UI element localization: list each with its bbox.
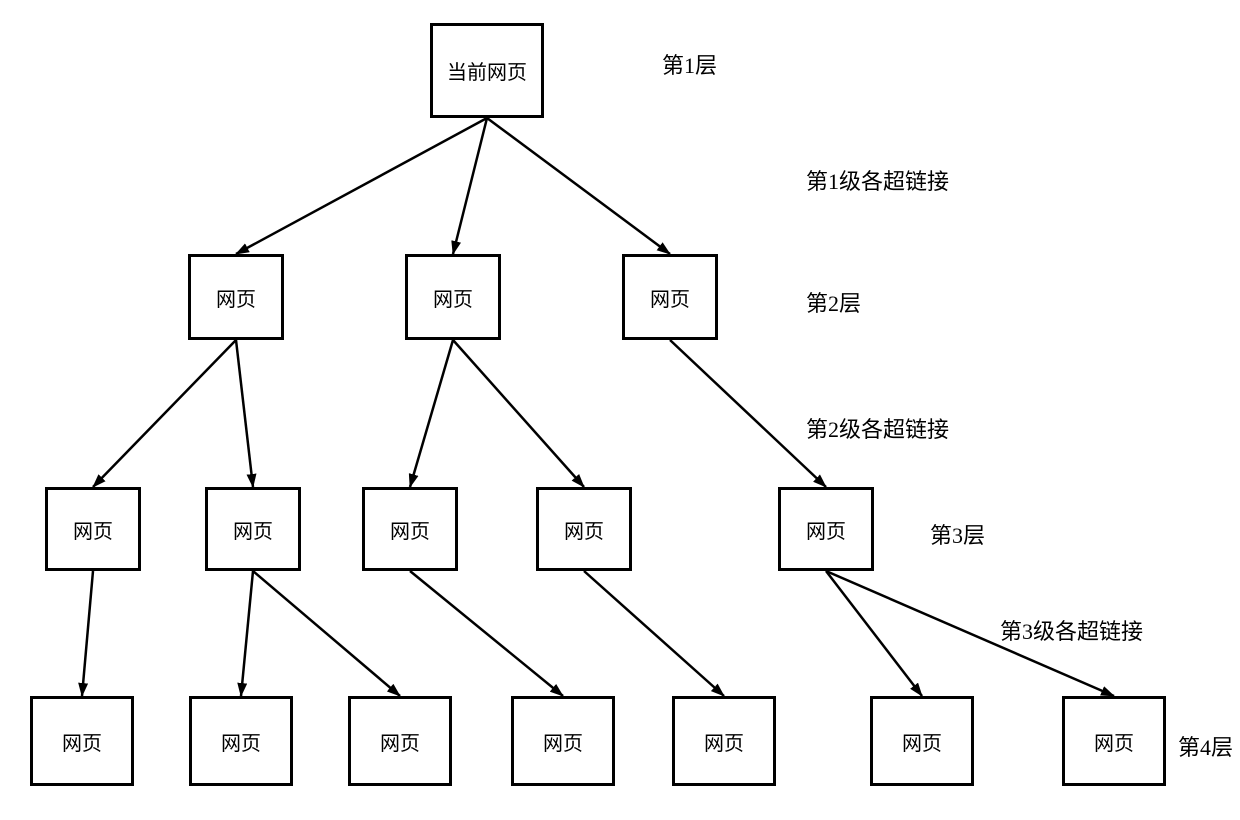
- diagram-canvas: 当前网页网页网页网页网页网页网页网页网页网页网页网页网页网页网页网页第1层第1级…: [0, 0, 1240, 820]
- tree-node-label: 网页: [564, 515, 604, 544]
- side-label-layer4: 第4层: [1178, 730, 1233, 762]
- tree-node-label: 网页: [1094, 727, 1134, 756]
- tree-node: 网页: [672, 696, 776, 786]
- side-label-layer2: 第2层: [806, 286, 861, 318]
- tree-edge: [241, 571, 253, 696]
- tree-edge: [584, 571, 724, 696]
- tree-edge: [826, 571, 922, 696]
- tree-node: 当前网页: [430, 23, 544, 118]
- tree-node-label: 当前网页: [447, 56, 527, 85]
- tree-node: 网页: [189, 696, 293, 786]
- tree-edge: [410, 340, 453, 487]
- side-label-link1: 第1级各超链接: [806, 164, 949, 196]
- tree-node: 网页: [362, 487, 458, 571]
- tree-node: 网页: [622, 254, 718, 340]
- tree-node-label: 网页: [433, 283, 473, 312]
- tree-node: 网页: [511, 696, 615, 786]
- edges-layer: [0, 0, 1240, 820]
- tree-node-label: 网页: [902, 727, 942, 756]
- tree-edge: [487, 118, 670, 254]
- side-label-link3: 第3级各超链接: [1000, 614, 1143, 646]
- tree-node-label: 网页: [216, 283, 256, 312]
- tree-node-label: 网页: [233, 515, 273, 544]
- tree-node-label: 网页: [221, 727, 261, 756]
- side-label-layer1: 第1层: [662, 48, 717, 80]
- tree-edge: [453, 118, 487, 254]
- tree-node-label: 网页: [73, 515, 113, 544]
- tree-node: 网页: [188, 254, 284, 340]
- tree-edge: [670, 340, 826, 487]
- tree-node-label: 网页: [543, 727, 583, 756]
- side-label-link2: 第2级各超链接: [806, 412, 949, 444]
- tree-node-label: 网页: [806, 515, 846, 544]
- tree-node: 网页: [778, 487, 874, 571]
- side-label-layer3: 第3层: [930, 518, 985, 550]
- tree-node: 网页: [205, 487, 301, 571]
- tree-edge: [93, 340, 236, 487]
- tree-node: 网页: [1062, 696, 1166, 786]
- tree-edge: [410, 571, 563, 696]
- tree-node: 网页: [870, 696, 974, 786]
- tree-node-label: 网页: [650, 283, 690, 312]
- tree-node: 网页: [536, 487, 632, 571]
- tree-node: 网页: [405, 254, 501, 340]
- tree-node-label: 网页: [380, 727, 420, 756]
- tree-node: 网页: [45, 487, 141, 571]
- tree-node-label: 网页: [390, 515, 430, 544]
- tree-node: 网页: [348, 696, 452, 786]
- tree-node-label: 网页: [704, 727, 744, 756]
- tree-edge: [236, 340, 253, 487]
- tree-edge: [236, 118, 487, 254]
- tree-edge: [253, 571, 400, 696]
- tree-node: 网页: [30, 696, 134, 786]
- tree-edge: [82, 571, 93, 696]
- tree-edge: [453, 340, 584, 487]
- tree-node-label: 网页: [62, 727, 102, 756]
